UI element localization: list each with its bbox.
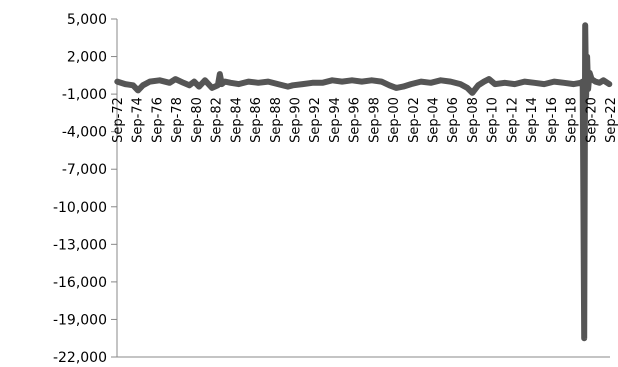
x-tick-label: Sep-16	[545, 97, 560, 143]
y-tick-label: -7,000	[62, 162, 107, 178]
y-tick-label: -16,000	[53, 275, 107, 291]
x-tick-label: Sep-94	[328, 97, 343, 143]
x-tick-label: Sep-88	[269, 97, 284, 143]
y-tick-label: 5,000	[67, 12, 107, 28]
x-tick-label: Sep-04	[427, 97, 442, 143]
x-tick-label: Sep-74	[131, 97, 146, 143]
x-tick-label: Sep-72	[111, 97, 126, 143]
x-tick-labels: Sep-72 Sep-74 Sep-76 Sep-78 Sep-80 Sep-82 Sep-…	[111, 97, 618, 143]
y-tick-labels: 5,000 2,000 -1,000 -4,000 -7,000 -10,000 -13,0…	[53, 12, 107, 366]
y-tick-label: -13,000	[53, 237, 107, 253]
y-tick-label: 2,000	[67, 50, 107, 66]
x-tick-label: Sep-96	[348, 97, 363, 143]
x-tick-label: Sep-84	[229, 97, 244, 143]
chart-series	[114, 22, 613, 342]
y-tick-label: -10,000	[53, 200, 107, 216]
x-tick-label: Sep-78	[170, 97, 185, 143]
x-tick-label: Sep-76	[150, 97, 165, 143]
x-tick-label: Sep-22	[604, 97, 618, 143]
x-tick-label: Sep-02	[407, 97, 422, 143]
chart-axes	[111, 18, 610, 358]
x-tick-label: Sep-14	[525, 97, 540, 143]
x-tick-label: Sep-98	[367, 97, 382, 143]
y-tick-label: -19,000	[53, 312, 107, 328]
x-tick-label: Sep-06	[446, 97, 461, 143]
x-tick-label: Sep-90	[288, 97, 303, 143]
x-tick-label: Sep-82	[210, 97, 225, 143]
x-tick-label: Sep-18	[565, 97, 580, 143]
x-tick-label: Sep-08	[466, 97, 481, 143]
x-tick-label: Sep-92	[308, 97, 323, 143]
y-tick-label: -4,000	[62, 125, 107, 141]
x-tick-label: Sep-12	[505, 97, 520, 143]
y-tick-label: -22,000	[53, 350, 107, 366]
x-tick-label: Sep-20	[584, 97, 599, 143]
y-tick-label: -1,000	[62, 87, 107, 103]
x-tick-label: Sep-00	[387, 97, 402, 143]
series-line	[114, 22, 613, 342]
x-tick-label: Sep-10	[486, 97, 501, 143]
x-tick-label: Sep-86	[249, 97, 264, 143]
x-tick-label: Sep-80	[190, 97, 205, 143]
